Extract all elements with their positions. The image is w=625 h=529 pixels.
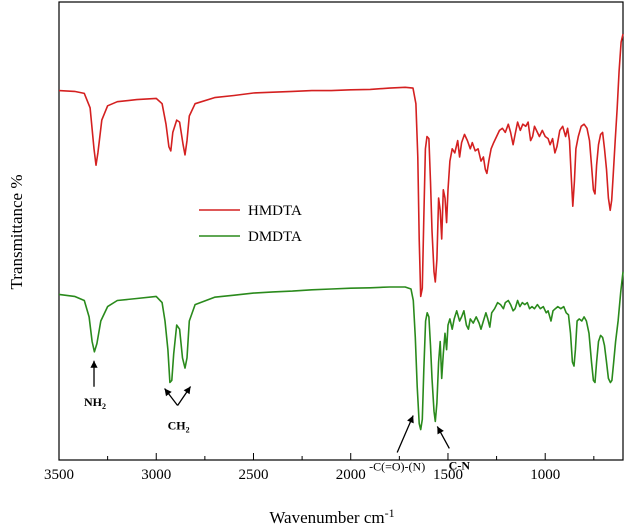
x-axis-ticks: 3500 3000 2500 2000 1500 1000: [44, 453, 595, 483]
x-axis-title: Wavenumber cm-1: [269, 506, 394, 527]
series-line-dmdta: [58, 271, 624, 431]
x-tick-label-1000: 1000: [530, 467, 560, 483]
x-tick-label-2500: 2500: [238, 467, 268, 483]
x-tick-label-3500: 3500: [44, 467, 74, 483]
annotation-cn-label: C-N: [449, 458, 471, 472]
plot-area: 3500 3000 2500 2000 1500 1000 NH2 CH2 -C(=O)-(N…: [44, 1, 624, 483]
series-line-hmdta: [58, 33, 624, 298]
legend-label-hmdta: HMDTA: [248, 203, 302, 219]
y-axis-title: Transmittance %: [7, 174, 26, 289]
x-tick-label-2000: 2000: [336, 467, 366, 483]
x-tick-label-1500: 1500: [433, 467, 463, 483]
annotation-cn-arrow-head: [437, 426, 444, 435]
legend: HMDTA DMDTA: [199, 203, 302, 245]
annotation-nh2-arrow-head: [90, 360, 98, 368]
annotation-amide-arrow-head: [407, 415, 414, 424]
annotation-layer: NH2 CH2 -C(=O)-(N) C-N: [84, 360, 471, 474]
annotation-ch2-label: CH2: [168, 419, 190, 435]
annotation-amide-label: -C(=O)-(N): [369, 460, 425, 474]
x-axis-title-superscript: -1: [385, 506, 395, 520]
series-layer: [58, 33, 624, 431]
annotation-ch2-arrow-right-head: [183, 386, 191, 395]
legend-label-dmdta: DMDTA: [248, 229, 302, 245]
x-axis-title-main: Wavenumber cm: [269, 508, 384, 527]
x-tick-label-3000: 3000: [141, 467, 171, 483]
plot-frame: [58, 1, 624, 461]
annotation-nh2-label: NH2: [84, 395, 106, 411]
annotation-ch2-arrow-left-head: [164, 388, 172, 397]
